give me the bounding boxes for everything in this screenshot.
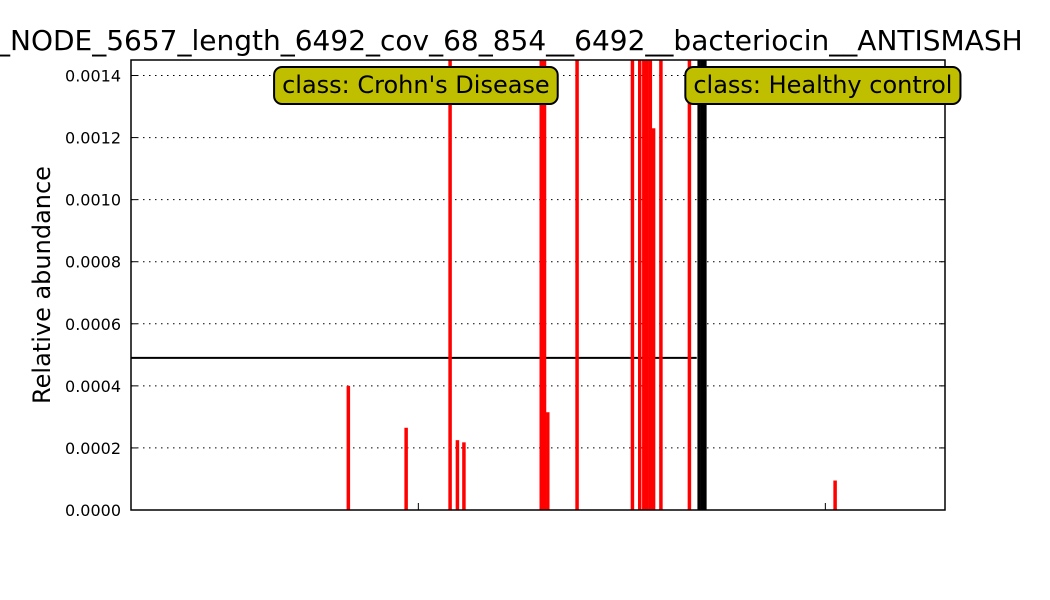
annotation-label: class: Crohn's Disease [282, 71, 550, 99]
annotations: class: Crohn's Disease class: Healthy con… [273, 66, 962, 105]
bar [645, 60, 649, 510]
bar [462, 442, 466, 510]
x-ticks [417, 503, 826, 510]
y-tick-label: 0.0000 [65, 501, 121, 520]
bar [687, 60, 692, 510]
bar [630, 60, 635, 510]
y-tick-label: 0.0008 [65, 253, 121, 272]
bar [659, 60, 663, 510]
bar [542, 60, 547, 510]
annotation-background [273, 66, 559, 105]
annotation-box: class: Healthy control [684, 66, 962, 105]
y-tick-label: 0.0010 [65, 191, 121, 210]
bar [697, 60, 701, 510]
annotation-label: class: Healthy control [693, 71, 952, 99]
bar [546, 412, 550, 510]
y-tick-label: 0.0002 [65, 439, 121, 458]
bar [700, 60, 705, 510]
bar [448, 60, 452, 510]
bar [648, 60, 653, 510]
bar [539, 60, 544, 510]
y-axis-label: Relative abundance [28, 166, 56, 404]
bar [651, 128, 656, 510]
y-ticks: 0.0000 0.0002 0.0004 0.0006 0.0008 0.0010 0.00… [65, 67, 945, 520]
bar [638, 60, 642, 510]
y-tick-label: 0.0006 [65, 315, 121, 334]
annotation-background [684, 66, 962, 105]
bar [703, 60, 707, 510]
bar [642, 60, 646, 510]
bar [346, 385, 351, 510]
bar [575, 60, 579, 510]
plot-frame [130, 59, 946, 511]
y-tick-label: 0.0014 [65, 67, 121, 86]
bar [833, 480, 837, 510]
bar [455, 440, 460, 510]
y-tick-label: 0.0004 [65, 377, 121, 396]
bar [404, 427, 408, 510]
bars-group [346, 60, 837, 510]
annotation-box: class: Crohn's Disease [273, 66, 559, 105]
y-tick-label: 0.0012 [65, 129, 121, 148]
grid-lines [131, 75, 945, 511]
chart-title: _NODE_5657_length_6492_cov_68_854__6492_… [0, 24, 1023, 57]
